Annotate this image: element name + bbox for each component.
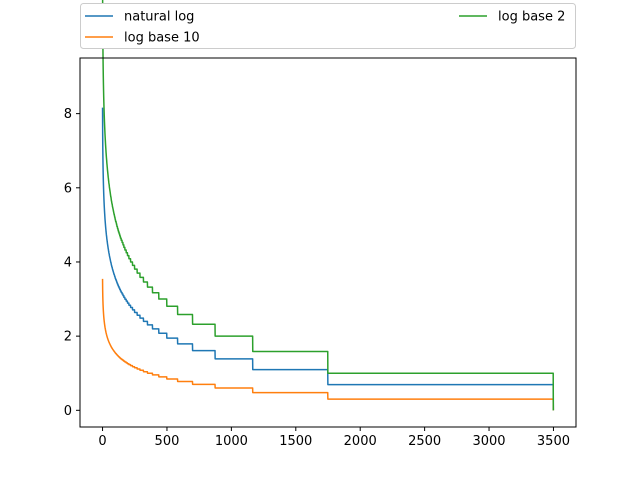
- y-tick-label: 4: [64, 255, 72, 270]
- y-tick-label: 8: [64, 107, 72, 122]
- x-tick-label: 3500: [537, 434, 570, 449]
- legend: natural log log base 10 log base 2: [80, 3, 576, 49]
- legend-label-log-base-2: log base 2: [498, 10, 565, 25]
- x-tick-label: 1500: [279, 434, 312, 449]
- x-tick-label: 1000: [215, 434, 248, 449]
- legend-label-natural-log: natural log: [124, 10, 194, 25]
- series-line-log-base-10: [101, 278, 555, 411]
- x-tick-label: 2000: [344, 434, 377, 449]
- y-axis: 0 2 4 6 8: [64, 107, 80, 419]
- plot-frame: [79, 57, 577, 428]
- series-line-natural-log: [101, 107, 555, 411]
- legend-frame: [80, 3, 576, 49]
- x-axis: 0 500 1000 1500 2000 2500 3000 3500: [98, 427, 570, 449]
- legend-label-log-base-10: log base 10: [124, 31, 200, 46]
- series-line-log-base-2: [101, 0, 555, 411]
- y-tick-label: 2: [64, 330, 72, 345]
- x-tick-label: 2500: [408, 434, 441, 449]
- y-tick-label: 0: [64, 404, 72, 419]
- x-tick-label: 500: [155, 434, 180, 449]
- x-tick-label: 0: [98, 434, 106, 449]
- series-layer: [101, 0, 555, 411]
- y-tick-label: 6: [64, 181, 72, 196]
- x-tick-label: 3000: [472, 434, 505, 449]
